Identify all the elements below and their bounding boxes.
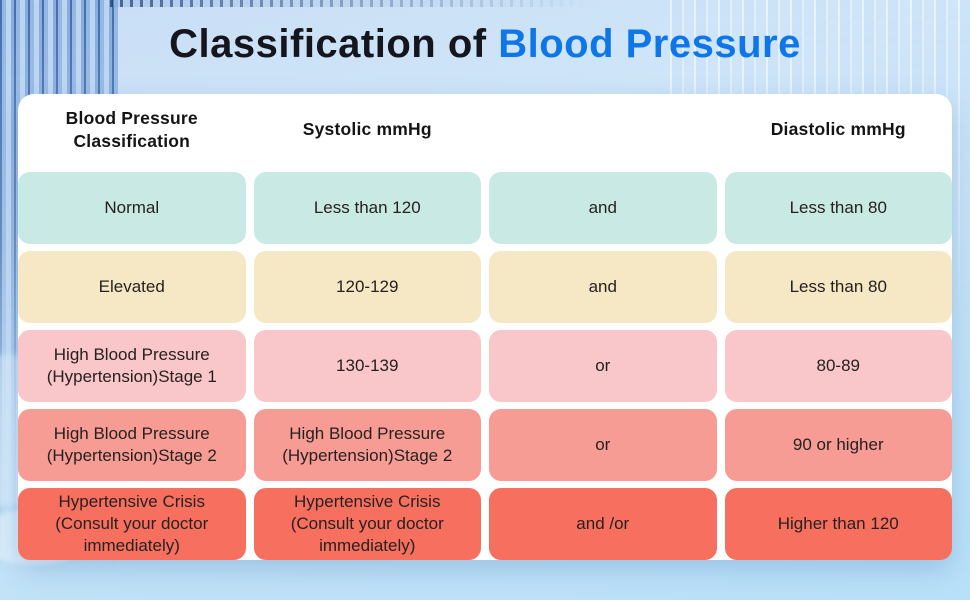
cell-connector-stage2: or (489, 409, 717, 481)
cell-classification-normal: Normal (18, 172, 246, 244)
cell-systolic-normal: Less than 120 (253, 172, 481, 244)
cell-diastolic-stage1: 80-89 (724, 330, 952, 402)
cell-connector-elevated: and (489, 251, 717, 323)
cell-connector-crisis: and /or (489, 488, 717, 560)
cell-diastolic-elevated: Less than 80 (724, 251, 952, 323)
cell-systolic-stage1: 130-139 (253, 330, 481, 402)
cell-diastolic-crisis: Higher than 120 (724, 488, 952, 560)
header-connector (489, 94, 717, 165)
header-classification: Blood Pressure Classification (65, 107, 198, 151)
header-systolic: Systolic mmHg (302, 119, 432, 140)
cell-systolic-crisis: Hypertensive Crisis (Consult your doctor… (253, 488, 481, 560)
page-title: Classification of Blood Pressure (0, 22, 970, 67)
cell-systolic-elevated: 120-129 (253, 251, 481, 323)
page-title-highlight: Blood Pressure (498, 22, 801, 66)
cell-diastolic-normal: Less than 80 (724, 172, 952, 244)
cell-diastolic-stage2: 90 or higher (724, 409, 952, 481)
curtain-valance-top (110, 0, 590, 7)
cell-classification-elevated: Elevated (18, 251, 246, 323)
cell-classification-crisis: Hypertensive Crisis (Consult your doctor… (18, 488, 246, 560)
page-title-prefix: Classification of (169, 22, 499, 66)
classification-table: Blood Pressure Classification Systolic m… (18, 94, 952, 560)
cell-classification-stage1: High Blood Pressure (Hypertension)Stage … (18, 330, 246, 402)
cell-classification-stage2: High Blood Pressure (Hypertension)Stage … (18, 409, 246, 481)
cell-connector-normal: and (489, 172, 717, 244)
header-diastolic: Diastolic mmHg (770, 119, 906, 140)
classification-table-card: Blood Pressure Classification Systolic m… (18, 94, 952, 560)
cell-systolic-stage2: High Blood Pressure (Hypertension)Stage … (253, 409, 481, 481)
cell-connector-stage1: or (489, 330, 717, 402)
